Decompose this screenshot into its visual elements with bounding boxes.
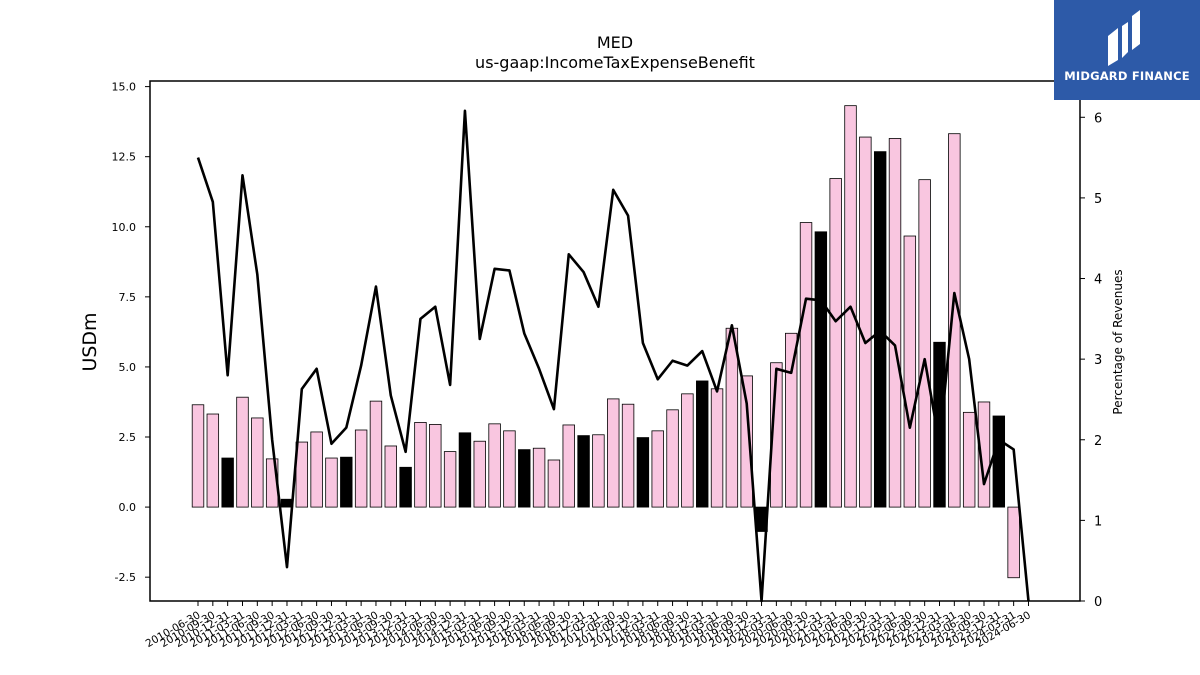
bar-43 — [829, 178, 842, 508]
chart-title: MED — [597, 33, 633, 52]
bar-3 — [236, 396, 249, 508]
brand-logo: MIDGARD FINANCE — [1054, 0, 1200, 100]
percentage-line — [196, 109, 1030, 603]
bar-14 — [399, 466, 412, 508]
bar-45 — [859, 136, 872, 508]
bar-54 — [992, 415, 1006, 508]
bar-18 — [458, 432, 472, 508]
midgard-logo-icon — [1108, 10, 1140, 66]
bar-40 — [785, 332, 798, 508]
y-tick-label-1: 0.0 — [119, 501, 137, 514]
y-tick-label-3: 5.0 — [119, 361, 137, 374]
chart-subtitle: us-gaap:IncomeTaxExpenseBenefit — [475, 53, 755, 72]
y-axis-label-right: Percentage of Revenues — [1111, 269, 1125, 414]
bar-33 — [681, 393, 694, 508]
y-right-tick-label-1: 1 — [1094, 514, 1102, 529]
y-right-tick-label-0: 0 — [1094, 595, 1102, 610]
bar-46 — [873, 151, 887, 508]
bar-1 — [206, 413, 220, 508]
y-ticks-right: 0 1 2 3 4 5 6 — [1080, 111, 1102, 610]
bar-42 — [814, 231, 828, 508]
bar-15 — [414, 422, 427, 508]
bar-0 — [191, 404, 205, 508]
y-right-tick-label-5: 5 — [1094, 192, 1102, 207]
bar-52 — [962, 411, 976, 508]
bar-53 — [977, 401, 991, 508]
bar-16 — [429, 423, 442, 508]
bar-35 — [710, 388, 724, 508]
bar-39 — [770, 362, 783, 508]
bar-9 — [325, 457, 338, 508]
bar-30 — [636, 437, 650, 508]
bar-4 — [251, 417, 264, 508]
bar-37 — [740, 375, 753, 508]
bar-13 — [384, 445, 397, 508]
y-ticks-left: -2.5 0.0 2.5 5.0 7.5 10.0 12.5 15.0 — [112, 81, 150, 584]
bar-26 — [577, 435, 590, 508]
logo-text: MIDGARD FINANCE — [1064, 69, 1190, 83]
x-ticks: 2010-06-302010-09-302010-12-312011-03-31… — [144, 601, 1033, 650]
bar-10 — [340, 456, 353, 508]
bar-11 — [354, 429, 368, 508]
line-group — [196, 109, 1030, 603]
bar-23 — [532, 447, 546, 508]
y-tick-label-4: 7.5 — [119, 291, 137, 304]
bar-50 — [933, 341, 946, 508]
bar-47 — [888, 138, 902, 508]
y-right-tick-label-3: 3 — [1094, 353, 1102, 368]
bar-2 — [221, 457, 234, 508]
y-tick-label-5: 10.0 — [112, 221, 137, 234]
bar-31 — [651, 430, 664, 508]
bar-55 — [1007, 506, 1020, 579]
bar-27 — [592, 434, 605, 508]
bar-32 — [666, 409, 679, 508]
bar-17 — [443, 451, 457, 508]
bar-34 — [696, 380, 709, 508]
bar-25 — [562, 424, 575, 508]
bar-41 — [799, 222, 813, 508]
bar-8 — [310, 431, 323, 508]
bar-12 — [369, 400, 383, 508]
plot-frame — [149, 80, 1081, 602]
y-tick-label-6: 12.5 — [112, 151, 137, 164]
y-tick-label-2: 2.5 — [119, 431, 137, 444]
bar-7 — [295, 441, 309, 508]
bar-24 — [547, 459, 561, 508]
y-right-tick-label-2: 2 — [1094, 434, 1102, 449]
bars-group — [191, 105, 1020, 579]
y-right-tick-label-4: 4 — [1094, 273, 1102, 288]
bar-49 — [918, 179, 931, 508]
bar-19 — [473, 440, 486, 508]
y-right-tick-label-6: 6 — [1094, 111, 1102, 126]
bar-21 — [503, 430, 516, 508]
bar-20 — [488, 423, 501, 508]
bar-36 — [725, 327, 739, 508]
y-axis-label: USDm — [79, 312, 101, 371]
bar-48 — [903, 235, 917, 508]
bar-22 — [518, 449, 531, 508]
y-tick-label-7: 15.0 — [112, 81, 137, 94]
y-tick-label-0: -2.5 — [115, 571, 136, 584]
bar-29 — [621, 403, 635, 508]
bar-51 — [948, 133, 961, 508]
bar-28 — [607, 398, 620, 508]
